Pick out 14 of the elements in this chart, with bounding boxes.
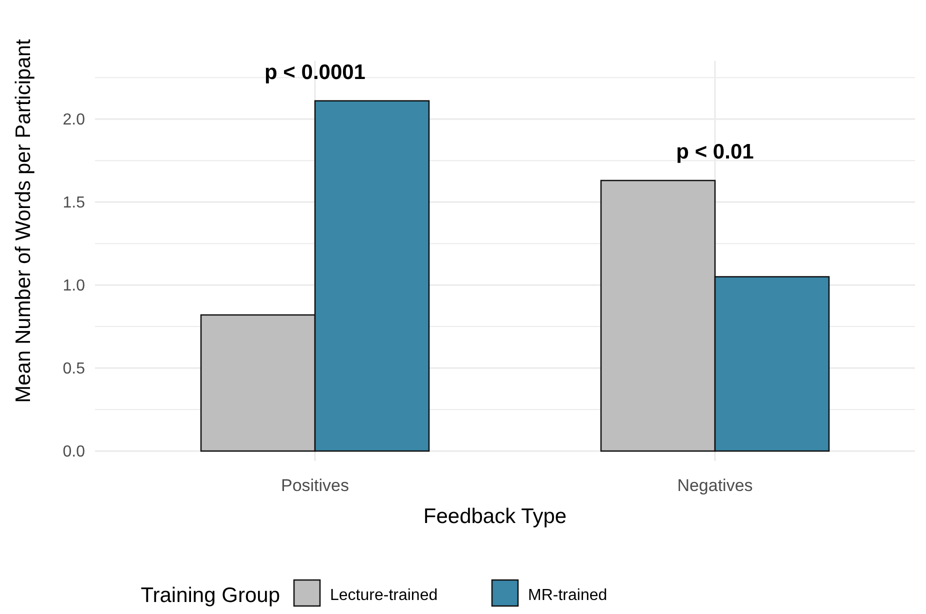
annotation: p < 0.0001: [264, 60, 366, 84]
legend-title: Training Group: [140, 584, 280, 607]
legend-label: Lecture-trained: [330, 587, 438, 604]
y-tick-label: 0.0: [62, 444, 86, 461]
y-tick-label: 1.0: [62, 278, 86, 295]
x-axis-title: Feedback Type: [423, 505, 567, 528]
annotation: p < 0.01: [676, 140, 754, 164]
y-axis-title: Mean Number of Words per Participant: [12, 38, 35, 403]
x-tick-label: Positives: [280, 476, 350, 495]
y-tick-label: 1.5: [62, 194, 86, 212]
y-tick-label: 0.5: [62, 360, 86, 378]
legend-label: MR-trained: [528, 587, 608, 604]
y-tick-label: 2.0: [62, 112, 86, 129]
x-tick-label: Negatives: [677, 476, 753, 495]
